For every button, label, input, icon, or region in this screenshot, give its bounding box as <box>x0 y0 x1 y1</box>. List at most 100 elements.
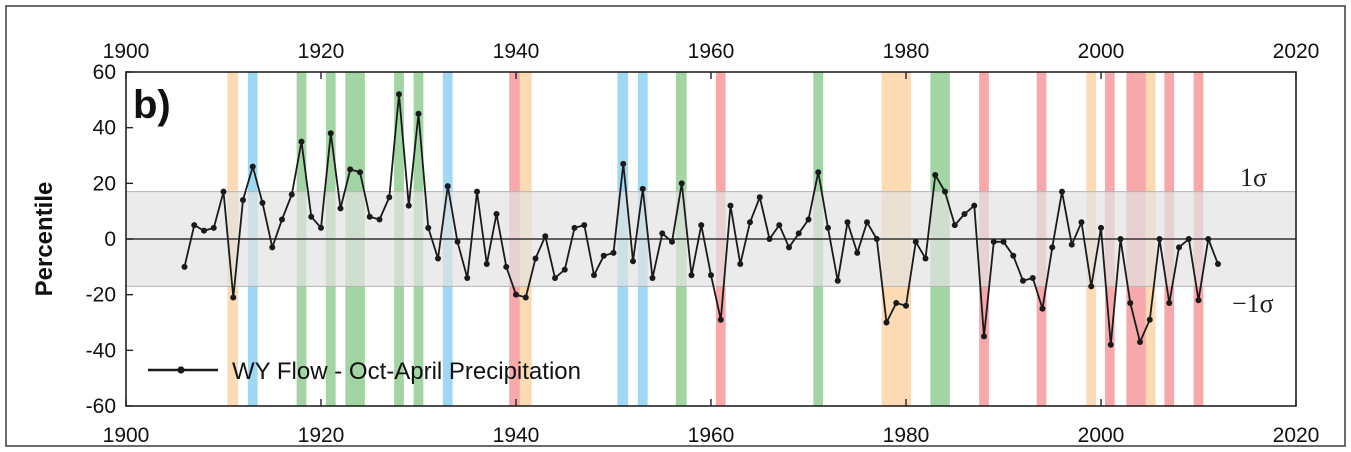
x-tick-label-top-1960: 1960 <box>688 40 735 63</box>
data-point-1996 <box>1059 188 1065 195</box>
data-point-1911 <box>230 294 237 301</box>
data-point-1906 <box>181 263 188 270</box>
x-tick-label-top-1980: 1980 <box>883 40 930 63</box>
data-point-1930 <box>415 110 422 117</box>
data-point-1967 <box>776 222 783 229</box>
sigma-lower-label: −1σ <box>1232 289 1274 318</box>
data-point-1921 <box>327 130 334 137</box>
data-point-1912 <box>240 197 246 204</box>
data-point-1972 <box>825 224 831 231</box>
data-point-1907 <box>191 222 198 229</box>
data-point-1992 <box>1020 277 1026 284</box>
data-point-1915 <box>269 244 276 251</box>
data-point-1951 <box>620 160 627 167</box>
data-point-1971 <box>815 169 822 176</box>
x-tick-label-bottom-1900: 1900 <box>103 424 150 447</box>
y-tick-label--40: -40 <box>86 339 116 362</box>
legend-entry-label: WY Flow - Oct-April Precipitation <box>232 358 581 385</box>
data-point-1970 <box>805 216 812 223</box>
y-tick-label-60: 60 <box>93 61 116 84</box>
data-point-1938 <box>493 210 500 217</box>
data-point-1916 <box>279 216 285 223</box>
data-point-1956 <box>669 238 675 245</box>
x-tick-label-bottom-1980: 1980 <box>883 424 930 447</box>
sigma-upper-label: 1σ <box>1240 163 1267 192</box>
x-tick-label-top-1920: 1920 <box>298 40 345 63</box>
data-point-1955 <box>659 230 666 237</box>
data-point-1963 <box>737 261 744 268</box>
data-point-1975 <box>854 249 861 256</box>
data-point-1941 <box>522 294 529 301</box>
data-point-1980 <box>903 302 909 309</box>
data-point-1994 <box>1039 305 1046 312</box>
x-tick-label-bottom-1960: 1960 <box>688 424 735 447</box>
x-tick-label-bottom-2020: 2020 <box>1273 424 1320 447</box>
data-point-1943 <box>542 233 549 240</box>
data-point-2012 <box>1215 261 1221 268</box>
data-point-1995 <box>1049 244 1056 251</box>
data-point-1910 <box>220 188 227 195</box>
x-tick-label-top-1940: 1940 <box>493 40 540 63</box>
y-tick-label--20: -20 <box>86 284 116 307</box>
data-point-1952 <box>630 258 636 265</box>
data-point-1942 <box>532 255 539 262</box>
data-point-1953 <box>639 185 646 192</box>
data-point-1934 <box>454 238 461 245</box>
data-point-1933 <box>444 183 451 190</box>
data-point-2003 <box>1127 300 1134 307</box>
data-point-1918 <box>298 138 305 145</box>
data-point-1957 <box>678 180 685 187</box>
data-point-1973 <box>834 277 841 284</box>
data-point-1926 <box>376 216 383 223</box>
data-point-1991 <box>1010 252 1017 259</box>
data-point-2009 <box>1185 236 1192 242</box>
data-point-1924 <box>357 169 363 176</box>
data-point-1935 <box>464 274 471 281</box>
data-point-1920 <box>318 224 324 231</box>
data-point-1931 <box>425 224 432 231</box>
data-point-1922 <box>337 205 344 212</box>
data-point-2001 <box>1107 341 1114 348</box>
data-point-1988 <box>981 333 987 340</box>
data-point-1997 <box>1068 241 1075 248</box>
axes-layer <box>125 71 1297 407</box>
data-point-1961 <box>717 316 724 323</box>
data-point-1989 <box>990 238 997 245</box>
data-point-1978 <box>883 319 890 326</box>
data-point-1969 <box>795 230 802 237</box>
data-point-1964 <box>747 219 753 226</box>
data-point-1984 <box>942 188 948 195</box>
data-point-2002 <box>1117 236 1124 242</box>
data-point-2000 <box>1098 224 1104 231</box>
data-point-1962 <box>727 202 734 209</box>
data-point-1946 <box>571 224 578 231</box>
legend: WY Flow - Oct-April Precipitation <box>148 358 581 385</box>
data-point-1979 <box>893 300 900 307</box>
data-point-1960 <box>708 272 714 279</box>
data-point-1917 <box>288 191 295 198</box>
data-point-1919 <box>308 213 315 220</box>
data-point-2010 <box>1195 297 1202 304</box>
data-point-1937 <box>483 261 490 268</box>
data-point-1987 <box>971 202 978 209</box>
data-point-1983 <box>932 171 939 178</box>
x-tick-label-top-2000: 2000 <box>1078 40 1125 63</box>
x-tick-label-bottom-1940: 1940 <box>493 424 540 447</box>
data-point-1944 <box>552 274 558 281</box>
data-point-1914 <box>259 199 266 206</box>
data-point-1990 <box>1000 238 1007 245</box>
data-point-1993 <box>1029 274 1036 281</box>
y-tick-label--60: -60 <box>86 395 116 418</box>
series-layer <box>181 91 1221 348</box>
data-point-1999 <box>1088 283 1095 290</box>
y-tick-label-0: 0 <box>104 228 116 251</box>
data-point-1950 <box>610 249 617 256</box>
data-point-2004 <box>1137 338 1143 345</box>
x-tick-label-bottom-2000: 2000 <box>1078 424 1125 447</box>
data-point-1932 <box>435 255 441 262</box>
x-tick-label-bottom-1920: 1920 <box>298 424 345 447</box>
y-tick-label-40: 40 <box>93 117 116 140</box>
y-axis-label: Percentile <box>31 182 58 297</box>
